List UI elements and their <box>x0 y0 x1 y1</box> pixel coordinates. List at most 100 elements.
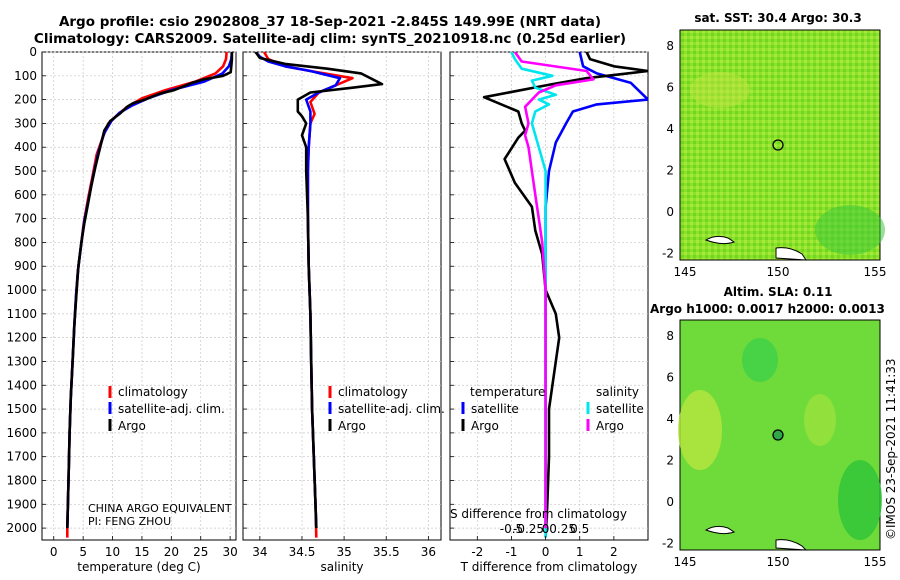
depth-tick-label: 1600 <box>6 426 37 440</box>
map-ytick-label: -2 <box>662 536 674 550</box>
sal-legend-argo-label: Argo <box>338 419 366 433</box>
sst-map: sat. SST: 30.4 Argo: 30.3 145 150 155 8 6 4 2 0… <box>662 11 886 279</box>
depth-tick-label: 0 <box>29 45 37 59</box>
sst-island-2 <box>775 247 807 261</box>
sst-map-title: sat. SST: 30.4 Argo: 30.3 <box>694 11 861 25</box>
credit-line1: CHINA ARGO EQUIVALENT <box>88 502 232 515</box>
sla-map-title1: Altim. SLA: 0.11 <box>724 285 833 299</box>
sla-argo-marker <box>772 429 784 441</box>
depth-tick-label: 800 <box>14 235 37 249</box>
salinity-xlabel: salinity <box>320 560 363 574</box>
map-ytick-label: 8 <box>666 329 674 343</box>
map-ytick-label: 6 <box>666 370 674 384</box>
depth-tick-label: 500 <box>14 164 37 178</box>
depth-tick-label: 1700 <box>6 450 37 464</box>
temperature-xlabel: temperature (deg C) <box>77 560 200 574</box>
figure-title-line1: Argo profile: csio 2902808_37 18-Sep-202… <box>58 14 602 30</box>
temperature-panel: 0100200300400500600700800900100011001200… <box>6 45 237 574</box>
credit-line2: PI: FENG ZHOU <box>88 515 171 528</box>
map-xtick-label: 150 <box>767 555 790 569</box>
t-xtick-label: 0 <box>50 545 58 559</box>
t-xtick-label: 10 <box>105 545 120 559</box>
imos-timestamp: ©IMOS 23-Sep-2021 11:41:33 <box>884 358 898 540</box>
sst-cool-patch <box>815 205 885 255</box>
salinity-panel: 34 34.5 35 35.5 36 salinity climatology sate… <box>242 51 445 574</box>
difference-xlabel: T difference from climatology <box>460 560 638 574</box>
map-ytick-label: 4 <box>666 412 674 426</box>
map-ytick-label: 0 <box>666 205 674 219</box>
d-xtick-label: 2 <box>610 545 618 559</box>
s-series-argo <box>254 52 384 529</box>
map-ytick-label: -2 <box>662 246 674 260</box>
depth-tick-label: 600 <box>14 188 37 202</box>
depth-tick-label: 1800 <box>6 473 37 487</box>
d-series-salinity-satellite <box>510 52 558 538</box>
diff-legend-temp-argo-label: Argo <box>471 419 499 433</box>
t-xtick-label: 30 <box>222 545 237 559</box>
map-ytick-label: 0 <box>666 495 674 509</box>
depth-tick-label: 300 <box>14 116 37 130</box>
sla-low-patch-2 <box>838 460 882 540</box>
t-xtick-label: 15 <box>134 545 149 559</box>
legend-climatology-label: climatology <box>118 385 188 399</box>
legend-satellite-label: satellite-adj. clim. <box>118 402 225 416</box>
diff-legend-temperature-title: temperature <box>470 385 545 399</box>
depth-tick-label: 1100 <box>6 307 37 321</box>
temperature-legend: climatology satellite-adj. clim. Argo <box>108 385 225 433</box>
sal-legend-climatology-label: climatology <box>338 385 408 399</box>
sst-argo-marker <box>772 139 784 151</box>
difference-legend: temperature salinity satellite Argo sate… <box>461 385 644 433</box>
depth-tick-label: 700 <box>14 212 37 226</box>
sla-island-2 <box>775 539 808 551</box>
t-xtick-label: 20 <box>164 545 179 559</box>
depth-tick-label: 2000 <box>6 521 37 535</box>
d-x2tick-label: 0.5 <box>570 522 589 536</box>
map-ytick-label: 2 <box>666 453 674 467</box>
depth-tick-label: 100 <box>14 69 37 83</box>
depth-tick-label: 900 <box>14 259 37 273</box>
sst-warm-patch <box>690 72 750 108</box>
d-x2tick-label: -0.25 <box>513 522 544 536</box>
depth-tick-label: 400 <box>14 140 37 154</box>
sal-legend-satellite-label: satellite-adj. clim. <box>338 402 445 416</box>
d-series-temperature-argo <box>482 52 648 538</box>
diff-legend-sal-satellite-label: satellite <box>596 402 644 416</box>
depth-tick-label: 200 <box>14 93 37 107</box>
sla-high-patch <box>678 390 722 470</box>
depth-tick-label: 1400 <box>6 378 37 392</box>
depth-tick-label: 1300 <box>6 354 37 368</box>
t-xtick-label: 5 <box>79 545 87 559</box>
salinity-axes-box <box>242 51 442 541</box>
s-xtick-label: 36 <box>421 545 436 559</box>
d-xtick-label: 0 <box>542 545 550 559</box>
map-ytick-label: 8 <box>666 39 674 53</box>
diff-legend-sal-argo-label: Argo <box>596 419 624 433</box>
d-x2tick-label: 0.25 <box>549 522 576 536</box>
sla-map-title2: Argo h1000: 0.0017 h2000: 0.0013 <box>650 302 885 316</box>
map-xtick-label: 155 <box>864 265 887 279</box>
map-ytick-label: 4 <box>666 122 674 136</box>
d-series-salinity-argo <box>513 52 595 529</box>
d-xtick-label: -1 <box>505 545 517 559</box>
sla-low-patch-1 <box>742 338 778 382</box>
sla-map: Altim. SLA: 0.11 Argo h1000: 0.0017 h200… <box>650 285 886 569</box>
sla-high-patch-2 <box>804 394 836 446</box>
sla-island-1 <box>704 525 736 535</box>
s-xtick-label: 34 <box>252 545 267 559</box>
diff-legend-salinity-title: salinity <box>596 385 639 399</box>
map-xtick-label: 145 <box>674 265 697 279</box>
depth-tick-label: 1200 <box>6 331 37 345</box>
t-xtick-label: 25 <box>193 545 208 559</box>
d-x2tick-label: -0.5 <box>500 522 523 536</box>
t-series-argo <box>66 52 234 529</box>
sst-island-1 <box>704 235 736 245</box>
depth-tick-label: 1500 <box>6 402 37 416</box>
map-ytick-label: 6 <box>666 80 674 94</box>
depth-tick-label: 1000 <box>6 283 37 297</box>
salinity-legend: climatology satellite-adj. clim. Argo <box>328 385 445 433</box>
legend-argo-label: Argo <box>118 419 146 433</box>
s-xtick-label: 35.5 <box>373 545 400 559</box>
map-xtick-label: 145 <box>674 555 697 569</box>
temperature-axes-box <box>41 51 237 541</box>
